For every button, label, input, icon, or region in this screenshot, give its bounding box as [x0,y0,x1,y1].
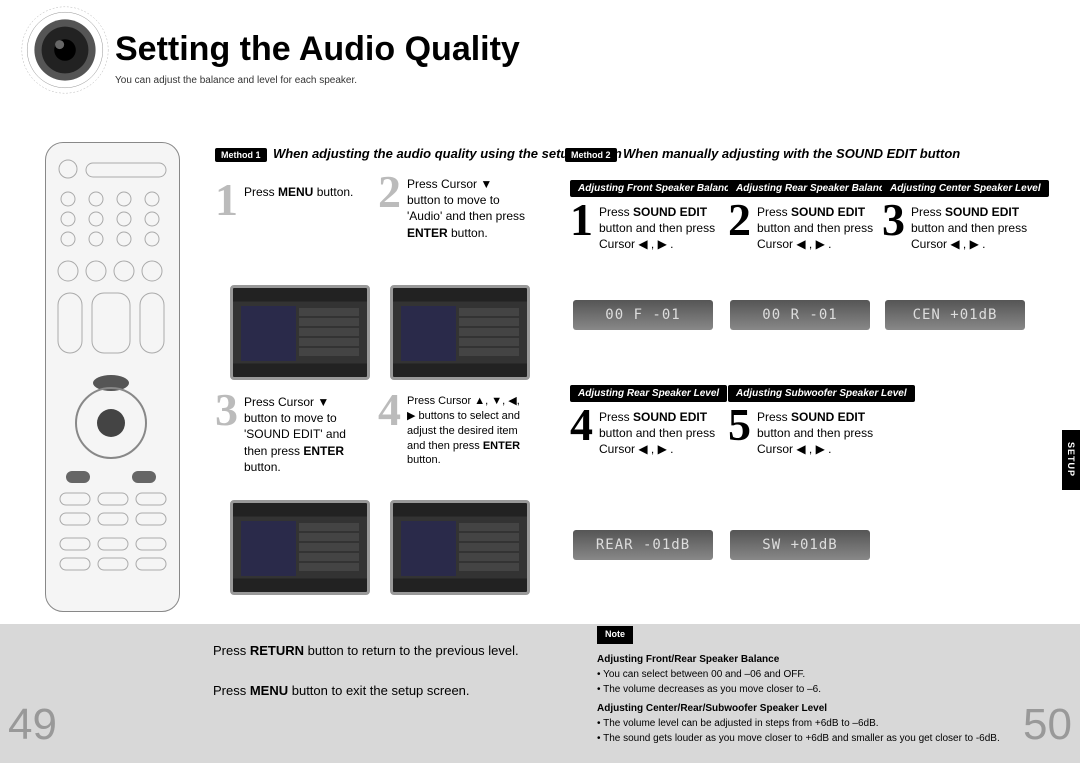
method2-badge: Method 2 [565,148,617,162]
m1-step3: 3 Press Cursor ▼ button to move to 'SOUN… [215,390,364,475]
display-front: 00 F -01 [573,300,713,330]
note-heading: Adjusting Front/Rear Speaker Balance [597,652,1000,667]
note-line: You can select between 00 and –06 and OF… [597,667,1000,682]
tv-screen-image [230,500,370,595]
adj-sub-level-badge: Adjusting Subwoofer Speaker Level [728,385,915,402]
step-text: Press MENU button. [244,180,353,200]
display-rear-level: REAR -01dB [573,530,713,560]
return-note: Press RETURN button to return to the pre… [213,643,519,658]
tv-screen-image [390,285,530,380]
display-sub: SW +01dB [730,530,870,560]
step-number: 2 [378,172,401,211]
step-number: 1 [570,200,593,239]
method1-header: Method 1 When adjusting the audio qualit… [215,145,622,163]
step-text: Press SOUND EDIT button and then press C… [599,200,719,253]
step-text: Press Cursor ▼ button to move to 'Audio'… [407,172,527,241]
speaker-decor-icon [20,5,110,95]
page-number-right: 50 [1023,700,1072,750]
title-row: Setting the Audio Quality You can adjust… [115,30,520,86]
adj-rear-balance-badge: Adjusting Rear Speaker Balance [728,180,898,197]
step-text: Press Cursor ▲, ▼, ◀, ▶ buttons to selec… [407,390,527,468]
m2-step5: 5 Press SOUND EDIT button and then press… [728,405,877,458]
adj-front-balance-badge: Adjusting Front Speaker Balance [570,180,743,197]
m1-step2: 2 Press Cursor ▼ button to move to 'Audi… [378,172,527,241]
method1-badge: Method 1 [215,148,267,162]
step-text: Press SOUND EDIT button and then press C… [911,200,1031,253]
display-rear: 00 R -01 [730,300,870,330]
step-number: 4 [378,390,401,429]
step-number: 4 [570,405,593,444]
method2-text: When manually adjusting with the SOUND E… [623,146,960,161]
menu-note: Press MENU button to exit the setup scre… [213,683,470,698]
note-line: The volume decreases as you move closer … [597,682,1000,697]
step-text: Press SOUND EDIT button and then press C… [599,405,719,458]
m2-step2: 2 Press SOUND EDIT button and then press… [728,200,877,253]
page-title: Setting the Audio Quality [115,30,520,69]
step-text: Press SOUND EDIT button and then press C… [757,405,877,458]
step-number: 5 [728,405,751,444]
page-subtitle: You can adjust the balance and level for… [115,75,520,86]
step-number: 1 [215,180,238,219]
adj-rear-level-badge: Adjusting Rear Speaker Level [570,385,727,402]
m2-step3: 3 Press SOUND EDIT button and then press… [882,200,1031,253]
note-heading: Adjusting Center/Rear/Subwoofer Speaker … [597,701,1000,716]
step-number: 3 [215,390,238,429]
step-text: Press SOUND EDIT button and then press C… [757,200,877,253]
tv-screen-image [230,285,370,380]
note-box: Note Adjusting Front/Rear Speaker Balanc… [597,626,1000,746]
tv-screen-image [390,500,530,595]
step-number: 3 [882,200,905,239]
note-badge: Note [597,626,633,644]
note-line: The volume level can be adjusted in step… [597,716,1000,731]
m1-step1: 1 Press MENU button. [215,180,353,219]
note-line: The sound gets louder as you move closer… [597,731,1000,746]
page-number-left: 49 [8,700,57,750]
display-center: CEN +01dB [885,300,1025,330]
adj-center-level-badge: Adjusting Center Speaker Level [882,180,1049,197]
remote-illustration [45,142,180,612]
method2-header: Method 2 When manually adjusting with th… [565,145,960,163]
step-number: 2 [728,200,751,239]
setup-tab: SETUP [1062,430,1080,490]
m1-step4: 4 Press Cursor ▲, ▼, ◀, ▶ buttons to sel… [378,390,527,468]
m2-step4: 4 Press SOUND EDIT button and then press… [570,405,719,458]
step-text: Press Cursor ▼ button to move to 'SOUND … [244,390,364,475]
m2-step1: 1 Press SOUND EDIT button and then press… [570,200,719,253]
